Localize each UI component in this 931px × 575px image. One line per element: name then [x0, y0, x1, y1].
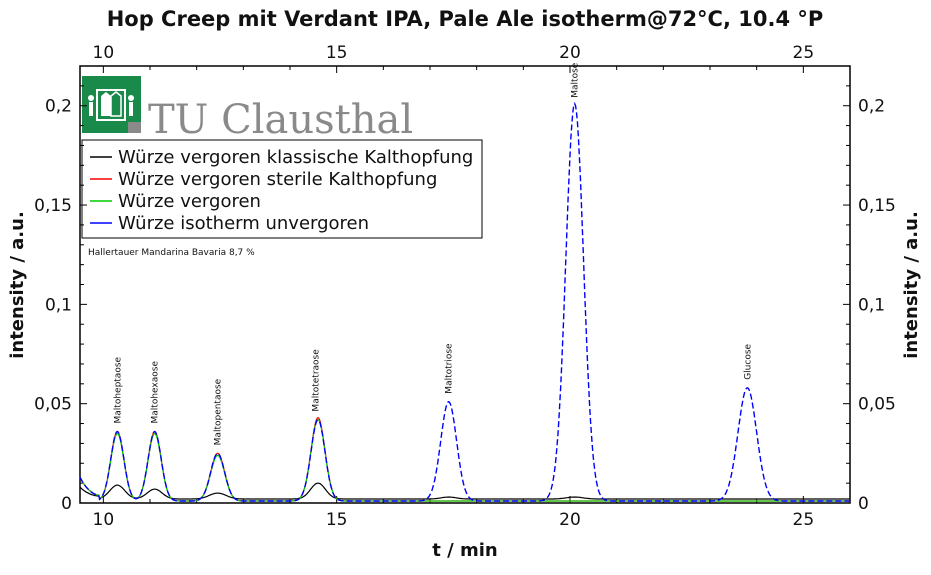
peak-label: Maltopentaose	[214, 378, 224, 445]
legend-label: Würze vergoren	[118, 191, 261, 212]
legend-box	[81, 139, 483, 239]
x-tick-label: 25	[793, 43, 815, 63]
peak-label: Maltotriose	[445, 343, 455, 394]
peak-label: Maltose	[571, 62, 581, 98]
x-axis-bottom: 10 15 20 25	[93, 496, 851, 530]
peak-labels: Maltoheptaose Maltohexaose Maltopentaose Ma…	[113, 62, 753, 445]
legend-label: Würze vergoren sterile Kalthopfung	[118, 169, 437, 190]
chart-title: Hop Creep mit Verdant IPA, Pale Ale isot…	[107, 7, 824, 31]
legend-label: Würze isotherm unvergoren	[118, 213, 369, 234]
y-axis-label-right: intensity / a.u.	[901, 211, 922, 359]
x-tick-label: 10	[93, 510, 115, 530]
x-axis-top: 10 15 20 25	[93, 43, 851, 73]
legend: Würze vergoren klassische KalthopfungWür…	[81, 139, 483, 239]
y-tick-label: 0,05	[858, 395, 896, 415]
y-tick-label: 0,15	[34, 196, 72, 216]
y-tick-label: 0,2	[858, 97, 885, 117]
y-axis-right: 0 0,05 0,1 0,15 0,2	[843, 85, 896, 514]
x-tick-label: 25	[793, 510, 815, 530]
peak-label: Maltohexaose	[151, 361, 161, 424]
peak-label: Glucose	[743, 343, 753, 379]
series-layer	[79, 101, 850, 502]
tu-clausthal-logo: TU Clausthal	[82, 76, 413, 143]
legend-label: Würze vergoren klassische Kalthopfung	[118, 147, 473, 168]
x-axis-label: t / min	[432, 540, 497, 561]
logo-square	[128, 122, 141, 133]
peak-label: Maltotetraose	[312, 349, 322, 412]
series-line	[79, 101, 850, 502]
logo-crest-icon	[88, 89, 134, 121]
y-tick-label: 0,1	[45, 295, 72, 315]
y-tick-label: 0,05	[34, 395, 72, 415]
y-axis-label-left: intensity / a.u.	[7, 211, 28, 359]
y-tick-label: 0,15	[858, 196, 896, 216]
peak-label: Maltoheptaose	[113, 356, 123, 423]
y-axis-left: 0 0,05 0,1 0,15 0,2	[34, 85, 87, 514]
y-tick-label: 0,1	[858, 295, 885, 315]
y-tick-label: 0	[858, 494, 869, 514]
logo-text: TU Clausthal	[148, 97, 413, 143]
x-tick-label: 20	[559, 510, 581, 530]
x-tick-label: 15	[326, 43, 348, 63]
y-tick-label: 0,2	[45, 97, 72, 117]
x-tick-label: 10	[93, 43, 115, 63]
annotation-note: Hallertauer Mandarina Bavaria 8,7 %	[88, 248, 255, 258]
x-tick-label: 20	[559, 43, 581, 63]
x-tick-label: 15	[326, 510, 348, 530]
y-tick-label: 0	[61, 494, 72, 514]
